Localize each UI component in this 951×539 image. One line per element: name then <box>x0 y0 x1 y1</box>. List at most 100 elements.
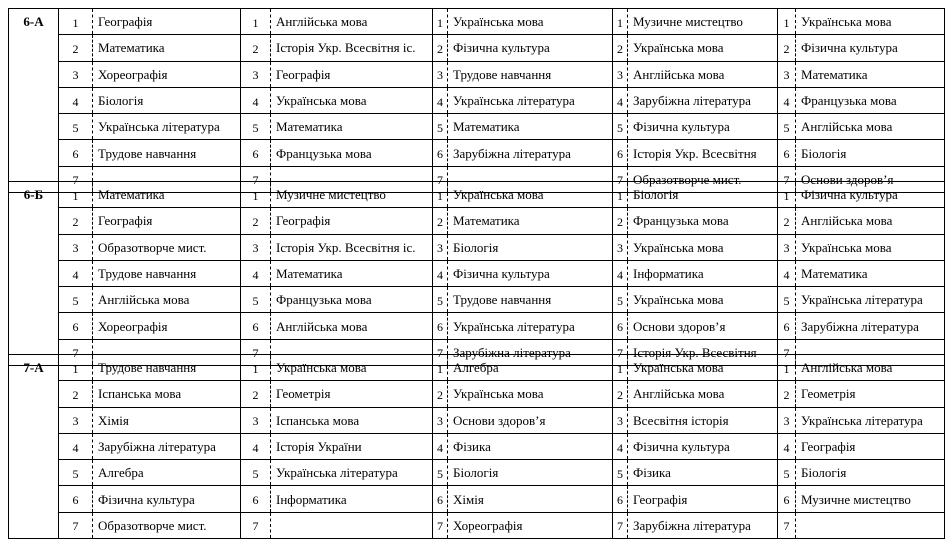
lesson-number: 6 <box>432 312 448 340</box>
subject-cell: Математика <box>795 60 945 88</box>
subject-cell: Географія <box>270 60 433 88</box>
lesson-number: 3 <box>432 60 448 88</box>
subject-cell: Зарубіжна література <box>447 139 613 167</box>
class-schedule-table: 7-А 1 Трудове навчання 1 Українська мова 1 Алг… <box>8 353 945 539</box>
lesson-number: 6 <box>432 485 448 513</box>
subject-cell: Французька мова <box>795 86 945 115</box>
lesson-number: 6 <box>612 485 628 513</box>
subject-cell: Українська література <box>795 406 945 434</box>
subject-cell: Українська література <box>447 312 613 340</box>
lesson-number: 2 <box>612 207 628 235</box>
subject-cell: Іспанська мова <box>270 406 433 434</box>
subject-cell: Українська мова <box>627 34 778 62</box>
lesson-number: 7 <box>432 511 448 539</box>
lesson-number: 6 <box>777 312 796 340</box>
lesson-number: 1 <box>777 353 796 382</box>
subject-cell: Іспанська мова <box>92 380 241 408</box>
lesson-number: 1 <box>432 7 448 36</box>
lesson-number: 2 <box>240 207 271 235</box>
subject-cell: Трудове навчання <box>92 353 241 382</box>
subject-cell: Музичне мистецтво <box>627 7 778 36</box>
lesson-number: 1 <box>58 180 93 209</box>
subject-cell: Географія <box>270 207 433 235</box>
lesson-number: 6 <box>432 139 448 167</box>
subject-cell: Математика <box>447 207 613 235</box>
lesson-number: 2 <box>58 207 93 235</box>
subject-cell: Українська мова <box>627 353 778 382</box>
lesson-number: 4 <box>58 432 93 461</box>
lesson-number: 1 <box>612 180 628 209</box>
subject-cell: Основи здоров’я <box>627 312 778 340</box>
subject-cell: Українська література <box>795 286 945 314</box>
subject-cell <box>795 511 945 539</box>
lesson-number: 1 <box>240 353 271 382</box>
lesson-number: 2 <box>432 207 448 235</box>
subject-cell: Фізична культура <box>627 113 778 141</box>
lesson-number: 4 <box>58 259 93 288</box>
lesson-number: 5 <box>777 459 796 487</box>
lesson-number: 5 <box>612 459 628 487</box>
subject-cell: Англійська мова <box>795 207 945 235</box>
lesson-number: 2 <box>777 34 796 62</box>
subject-cell: Зарубіжна література <box>627 86 778 115</box>
subject-cell: Історія України <box>270 432 433 461</box>
subject-cell: Образотворче мист. <box>92 233 241 261</box>
lesson-number: 2 <box>432 34 448 62</box>
subject-cell: Географія <box>795 432 945 461</box>
lesson-number: 2 <box>612 380 628 408</box>
lesson-number: 4 <box>777 86 796 115</box>
subject-cell: Українська література <box>92 113 241 141</box>
class-schedule-table: 6-Б 1 Математика 1 Музичне мистецтво 1 Українс… <box>8 180 945 367</box>
lesson-row: 3 Хореографія 3 Географія 3 Трудове навчання 3… <box>9 60 945 88</box>
lesson-number: 6 <box>612 312 628 340</box>
lesson-number: 3 <box>612 233 628 261</box>
subject-cell: Всесвітня історія <box>627 406 778 434</box>
subject-cell: Англійська мова <box>795 113 945 141</box>
subject-cell: Історія Укр. Всесвітня <box>627 139 778 167</box>
subject-cell: Геометрія <box>795 380 945 408</box>
lesson-row: 6-Б 1 Математика 1 Музичне мистецтво 1 Українс… <box>8 180 945 367</box>
lesson-number: 4 <box>240 86 271 115</box>
subject-cell: Українська мова <box>447 380 613 408</box>
subject-cell <box>270 511 433 539</box>
lesson-number: 3 <box>58 60 93 88</box>
subject-cell: Українська література <box>270 459 433 487</box>
subject-cell: Інформатика <box>627 259 778 288</box>
subject-cell: Фізична культура <box>627 432 778 461</box>
lesson-number: 5 <box>612 113 628 141</box>
lesson-number: 5 <box>432 459 448 487</box>
subject-cell: Фізична культура <box>447 259 613 288</box>
lesson-number: 1 <box>432 353 448 382</box>
subject-cell: Біологія <box>447 459 613 487</box>
lesson-number: 4 <box>777 432 796 461</box>
subject-cell: Фізика <box>627 459 778 487</box>
lesson-number: 5 <box>58 459 93 487</box>
lesson-number: 2 <box>58 34 93 62</box>
lesson-number: 1 <box>612 7 628 36</box>
subject-cell: Англійська мова <box>92 286 241 314</box>
lesson-row: 6-А 1 Географія 1 Англійська мова 1 Українська… <box>8 7 945 194</box>
lesson-number: 7 <box>240 511 271 539</box>
lesson-number: 4 <box>612 432 628 461</box>
lesson-number: 2 <box>432 380 448 408</box>
subject-cell: Українська мова <box>795 7 945 36</box>
lesson-number: 2 <box>58 380 93 408</box>
lesson-number: 5 <box>432 286 448 314</box>
subject-cell: Хореографія <box>92 312 241 340</box>
lesson-number: 3 <box>432 406 448 434</box>
subject-cell: Хореографія <box>447 511 613 539</box>
lesson-number: 2 <box>240 380 271 408</box>
lesson-number: 5 <box>612 286 628 314</box>
subject-cell: Трудове навчання <box>447 60 613 88</box>
class-name: 6-Б <box>8 180 59 367</box>
lesson-row: 5 Українська література 5 Математика 5 Матема… <box>9 113 945 141</box>
subject-cell: Географія <box>92 7 241 36</box>
subject-cell: Українська мова <box>795 233 945 261</box>
lesson-number: 6 <box>58 312 93 340</box>
subject-cell: Музичне мистецтво <box>270 180 433 209</box>
subject-cell: Трудове навчання <box>92 259 241 288</box>
lesson-row: 5 Алгебра 5 Українська література 5 Біологія 5… <box>9 459 945 487</box>
lesson-number: 3 <box>240 233 271 261</box>
subject-cell: Хімія <box>447 485 613 513</box>
subject-cell: Інформатика <box>270 485 433 513</box>
